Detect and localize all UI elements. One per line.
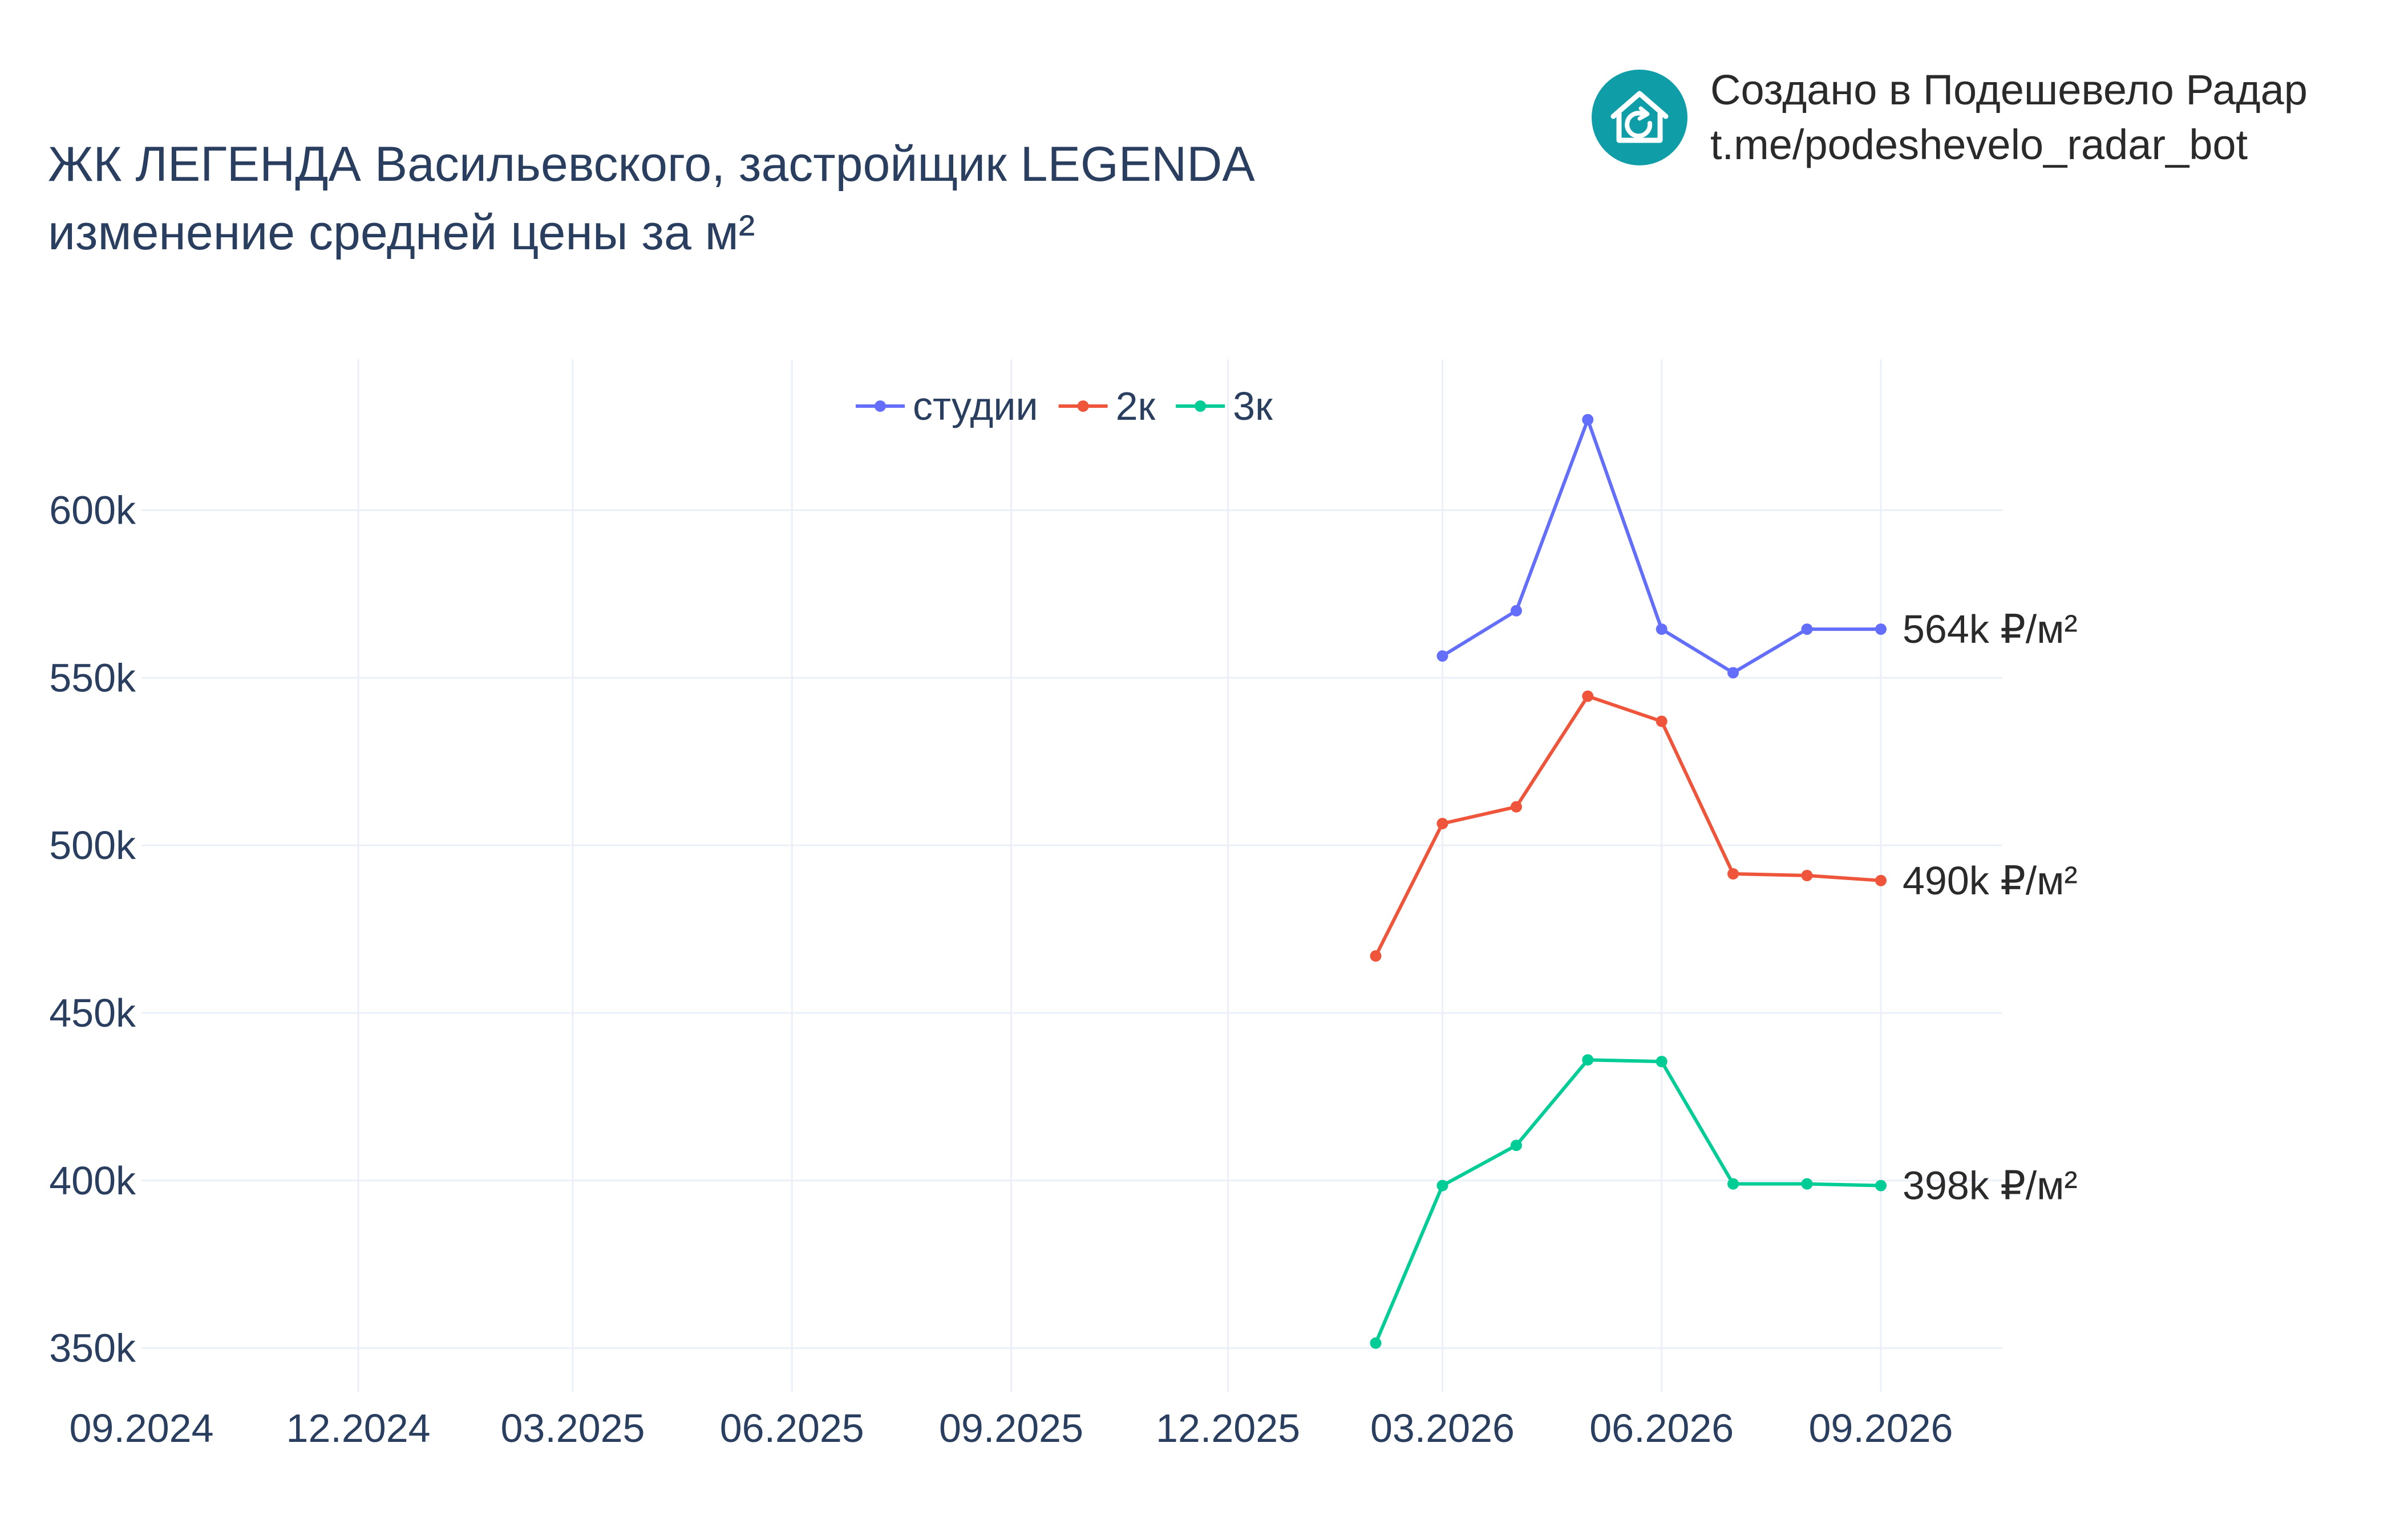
- end-value-label: 564k ₽/м²: [1903, 607, 2078, 651]
- series-line: [1374, 1058, 1883, 1345]
- data-point: [1801, 1178, 1813, 1190]
- y-tick-label: 350k: [49, 1326, 136, 1371]
- series-line: [1374, 694, 1883, 958]
- chart-title-line2: изменение средней цены за м²: [48, 205, 755, 260]
- data-point: [1727, 1178, 1739, 1190]
- data-point: [1510, 801, 1522, 813]
- chart-title-line1: ЖК ЛЕГЕНДА Васильевского, застройщик LEG…: [48, 137, 1255, 192]
- legend-label: 2к: [1116, 384, 1156, 428]
- y-gridlines: [141, 509, 2002, 1349]
- series-layer: [1370, 414, 1887, 1349]
- x-gridlines: [357, 359, 1882, 1392]
- legend-item[interactable]: студии: [856, 384, 1038, 428]
- x-tick-labels: 09.2024 12.2024 03.2025 06.2025 09.2025 12.20…: [69, 1406, 1953, 1450]
- data-point: [1582, 414, 1594, 425]
- legend-swatch-marker: [875, 400, 886, 412]
- end-labels: 564k ₽/м² 490k ₽/м² 398k ₽/м²: [1903, 607, 2078, 1208]
- x-tick-label: 06.2025: [720, 1406, 864, 1450]
- data-point: [1436, 1180, 1448, 1192]
- y-tick-label: 550k: [49, 655, 136, 700]
- data-point: [1582, 690, 1594, 702]
- data-point: [1656, 715, 1668, 727]
- x-tick-label: 03.2026: [1370, 1406, 1515, 1450]
- data-point: [1656, 623, 1668, 635]
- y-tick-label: 500k: [49, 823, 136, 868]
- y-tick-label: 450k: [49, 991, 136, 1035]
- data-point: [1370, 1337, 1382, 1349]
- data-point: [1436, 817, 1448, 829]
- y-tick-label: 600k: [49, 488, 136, 532]
- data-point: [1727, 868, 1739, 880]
- data-point: [1510, 1140, 1522, 1152]
- data-point: [1875, 1180, 1887, 1192]
- data-point: [1875, 623, 1887, 635]
- data-point: [1436, 650, 1448, 662]
- legend-swatch-marker: [1077, 400, 1089, 412]
- x-tick-label: 12.2024: [286, 1406, 431, 1450]
- x-tick-label: 09.2025: [939, 1406, 1083, 1450]
- data-point: [1801, 870, 1813, 881]
- end-value-label: 398k ₽/м²: [1903, 1164, 2078, 1208]
- data-point: [1510, 605, 1522, 617]
- data-point: [1727, 667, 1739, 679]
- x-tick-label: 06.2026: [1589, 1406, 1734, 1450]
- data-point: [1582, 1054, 1594, 1066]
- legend-label: студии: [913, 384, 1038, 428]
- x-tick-label: 09.2026: [1808, 1406, 1953, 1450]
- legend-label: 3к: [1233, 384, 1273, 428]
- legend-item[interactable]: 3к: [1176, 384, 1273, 428]
- data-point: [1801, 623, 1813, 635]
- data-point: [1875, 874, 1887, 886]
- end-value-label: 490k ₽/м²: [1903, 858, 2078, 903]
- x-tick-label: 03.2025: [500, 1406, 645, 1450]
- branding-line2: t.me/podeshevelo_radar_bot: [1710, 121, 2248, 168]
- legend-swatch-marker: [1195, 400, 1207, 412]
- branding-text: Создано в Подешевело Радар t.me/podeshev…: [1710, 63, 2308, 172]
- data-point: [1656, 1056, 1668, 1068]
- branding-line1: Создано в Подешевело Радар: [1710, 66, 2308, 114]
- x-tick-label: 09.2024: [69, 1406, 213, 1450]
- data-point: [1370, 950, 1382, 962]
- chart-title: ЖК ЛЕГЕНДА Васильевского, застройщик LEG…: [48, 130, 1255, 267]
- y-tick-labels: 350k 400k 450k 500k 550k 600k: [49, 488, 136, 1370]
- y-tick-label: 400k: [49, 1158, 136, 1203]
- legend: студии 2к 3к: [856, 384, 1273, 428]
- branding: Создано в Подешевело Радар t.me/podeshev…: [1592, 63, 2308, 172]
- x-tick-label: 12.2025: [1156, 1406, 1300, 1450]
- house-refresh-icon: [1592, 70, 1687, 165]
- legend-item[interactable]: 2к: [1058, 384, 1156, 428]
